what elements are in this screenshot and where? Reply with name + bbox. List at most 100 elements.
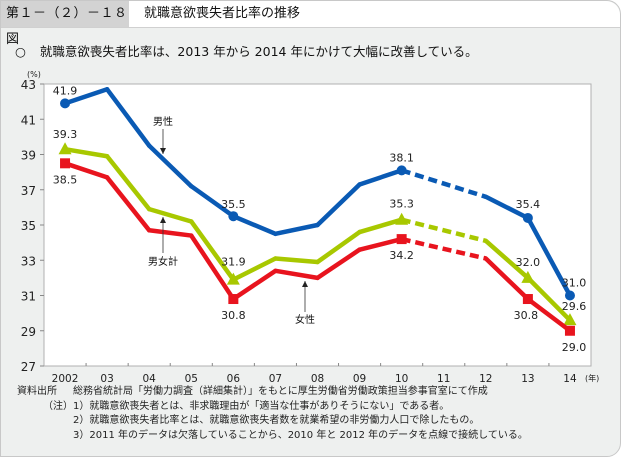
series-line-segment — [104, 154, 152, 212]
data-point-circle — [396, 165, 407, 176]
x-tick-label: 06 — [227, 373, 241, 385]
data-point-triangle — [226, 272, 240, 285]
data-label: 31.0 — [562, 277, 587, 290]
data-label: 35.3 — [389, 198, 414, 211]
note-label: （注） — [43, 400, 73, 412]
series-line-segment — [62, 161, 110, 180]
data-point-circle — [60, 98, 71, 109]
series-line-segment — [273, 222, 320, 237]
series-line-segment — [146, 143, 194, 189]
y-tick-label: 29 — [21, 325, 36, 339]
summary-line: ○ 就職意欲喪失者比率は、2013 年から 2014 年にかけて大幅に改善している… — [15, 41, 478, 60]
data-point-square — [228, 294, 239, 305]
note-row-2: 2）就職意欲喪失者比率とは、就職意欲喪失者数を就業希望の非労働力人口で除したもの… — [17, 414, 528, 429]
series-line-segment — [231, 256, 278, 282]
data-label: 38.5 — [53, 173, 78, 186]
series-line-segment — [357, 168, 404, 187]
y-tick-label: 37 — [21, 184, 36, 198]
annotation-label-female: 女性 — [295, 313, 315, 326]
data-point-square — [522, 294, 533, 305]
series-line-segment — [189, 183, 236, 219]
series-line-segment — [189, 233, 236, 302]
x-tick-label: 12 — [479, 373, 492, 385]
annotation-total-arrow-head-icon — [160, 217, 166, 223]
y-tick-label: 35 — [21, 219, 36, 233]
series-line-segment — [273, 256, 320, 265]
series-line-segment — [483, 238, 531, 281]
series-line-segment — [483, 194, 531, 221]
series-square: 38.5 30.8 34.2 30.8 29.0 — [53, 158, 587, 354]
x-tick-label: 03 — [100, 373, 113, 385]
x-tick-label: 05 — [185, 373, 198, 385]
summary-text: 就職意欲喪失者比率は、2013 年から 2014 年にかけて大幅に改善している。 — [39, 44, 478, 59]
x-tick-label: 2002 — [52, 373, 79, 385]
y-unit-label: (%) — [27, 70, 41, 79]
note-item: 2）就職意欲喪失者比率とは、就職意欲喪失者数を就業希望の非労働力人口で除したもの… — [73, 415, 480, 426]
series-line-segment — [104, 175, 152, 233]
data-label: 29.0 — [562, 341, 587, 354]
series-layer: 41.9 35.5 38.1 35.4 31.0 39.3 31.9 35.3 32.0 29.6… — [53, 84, 586, 353]
x-tick-label: 13 — [521, 373, 534, 385]
notes: 資料出所 総務省統計局「労働力調査（詳細集計）」をもとに厚生労働省労働政策担当参事… — [17, 385, 528, 443]
series-line-segment — [357, 236, 404, 252]
x-tick-label: 14 — [563, 373, 577, 385]
series-line-segment — [315, 229, 362, 265]
y-axis: 27 29 31 33 35 37 39 41 43 — [21, 78, 44, 374]
series-line-segment — [315, 182, 362, 228]
data-point-square — [396, 234, 407, 245]
series-line-segment — [357, 217, 404, 235]
series-line-segment — [104, 87, 152, 148]
series-triangle: 39.3 31.9 35.3 32.0 29.6 — [53, 128, 586, 326]
bullet-circle-icon: ○ — [15, 44, 26, 59]
note-item: 3）2011 年のデータは欠落していることから、2010 年と 2012 年のデ… — [73, 429, 528, 441]
series-line-segment — [189, 219, 236, 282]
data-point-triangle — [521, 270, 535, 283]
annotation-female-arrow-head-icon — [302, 281, 308, 287]
series-line-segment — [525, 275, 573, 323]
series-dashed-segment — [401, 236, 487, 261]
data-label: 30.8 — [514, 309, 539, 322]
data-point-circle — [564, 290, 575, 301]
data-point-triangle — [395, 212, 409, 225]
source-row: 資料出所 総務省統計局「労働力調査（詳細集計）」をもとに厚生労働省労働政策担当参事… — [17, 385, 528, 400]
data-label: 35.5 — [221, 198, 246, 211]
data-point-triangle — [563, 313, 577, 326]
y-tick-label: 39 — [21, 149, 36, 163]
data-point-square — [564, 325, 575, 336]
x-axis: 2002 03 04 05 06 07 08 09 10 11 12 13 14 — [52, 363, 577, 385]
x-tick-label: 09 — [353, 373, 366, 385]
data-label: 31.9 — [221, 256, 246, 269]
data-label: 30.8 — [221, 309, 246, 322]
series-circle: 41.9 35.5 38.1 35.4 31.0 — [53, 84, 587, 301]
x-tick-label: 04 — [143, 373, 157, 385]
y-tick-label: 43 — [21, 78, 36, 92]
data-label: 35.4 — [516, 198, 541, 211]
series-line-segment — [483, 256, 531, 302]
figure-number: 第１－（２）－１８図 — [1, 1, 129, 47]
series-line-segment — [62, 87, 110, 106]
source-label: 資料出所 — [17, 386, 57, 397]
data-label: 41.9 — [53, 84, 78, 97]
series-dashed-segment — [401, 217, 487, 244]
series-line-segment — [146, 228, 194, 238]
x-tick-label: 11 — [437, 373, 450, 385]
x-tick-label: 10 — [395, 373, 408, 385]
note-row-1: （注）1）就職意欲喪失者とは、非求職理由が「適当な仕事がありそうにない」である者… — [17, 400, 528, 415]
x-unit-label: (年) — [585, 373, 599, 383]
series-line-segment — [525, 296, 573, 333]
series-line-segment — [231, 268, 278, 302]
y-tick-label: 33 — [21, 254, 36, 268]
annotation-label-total: 男女計 — [148, 255, 178, 268]
series-line-segment — [62, 146, 110, 159]
y-tick-label: 41 — [21, 113, 36, 127]
series-line-segment — [273, 268, 320, 281]
series-line-segment — [525, 215, 573, 298]
source-text: 総務省統計局「労働力調査（詳細集計）」をもとに厚生労働省労働政策担当参事官室にて… — [73, 386, 488, 397]
series-line-segment — [146, 206, 194, 224]
x-tick-label: 08 — [311, 373, 324, 385]
data-label: 32.0 — [516, 256, 541, 269]
data-label: 34.2 — [389, 249, 414, 262]
note-row-3: 3）2011 年のデータは欠落していることから、2010 年と 2012 年のデ… — [17, 429, 528, 444]
